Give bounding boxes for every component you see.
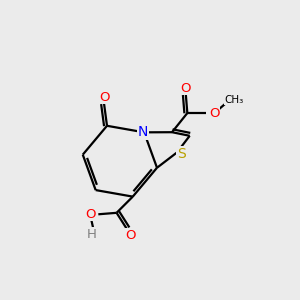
Text: CH₃: CH₃: [224, 95, 244, 105]
Text: O: O: [181, 82, 191, 95]
Text: N: N: [137, 125, 148, 139]
Text: O: O: [125, 229, 136, 242]
Text: O: O: [99, 91, 109, 104]
Text: S: S: [177, 147, 186, 161]
Text: O: O: [209, 106, 220, 120]
Text: H: H: [87, 227, 97, 241]
Text: O: O: [85, 208, 95, 221]
